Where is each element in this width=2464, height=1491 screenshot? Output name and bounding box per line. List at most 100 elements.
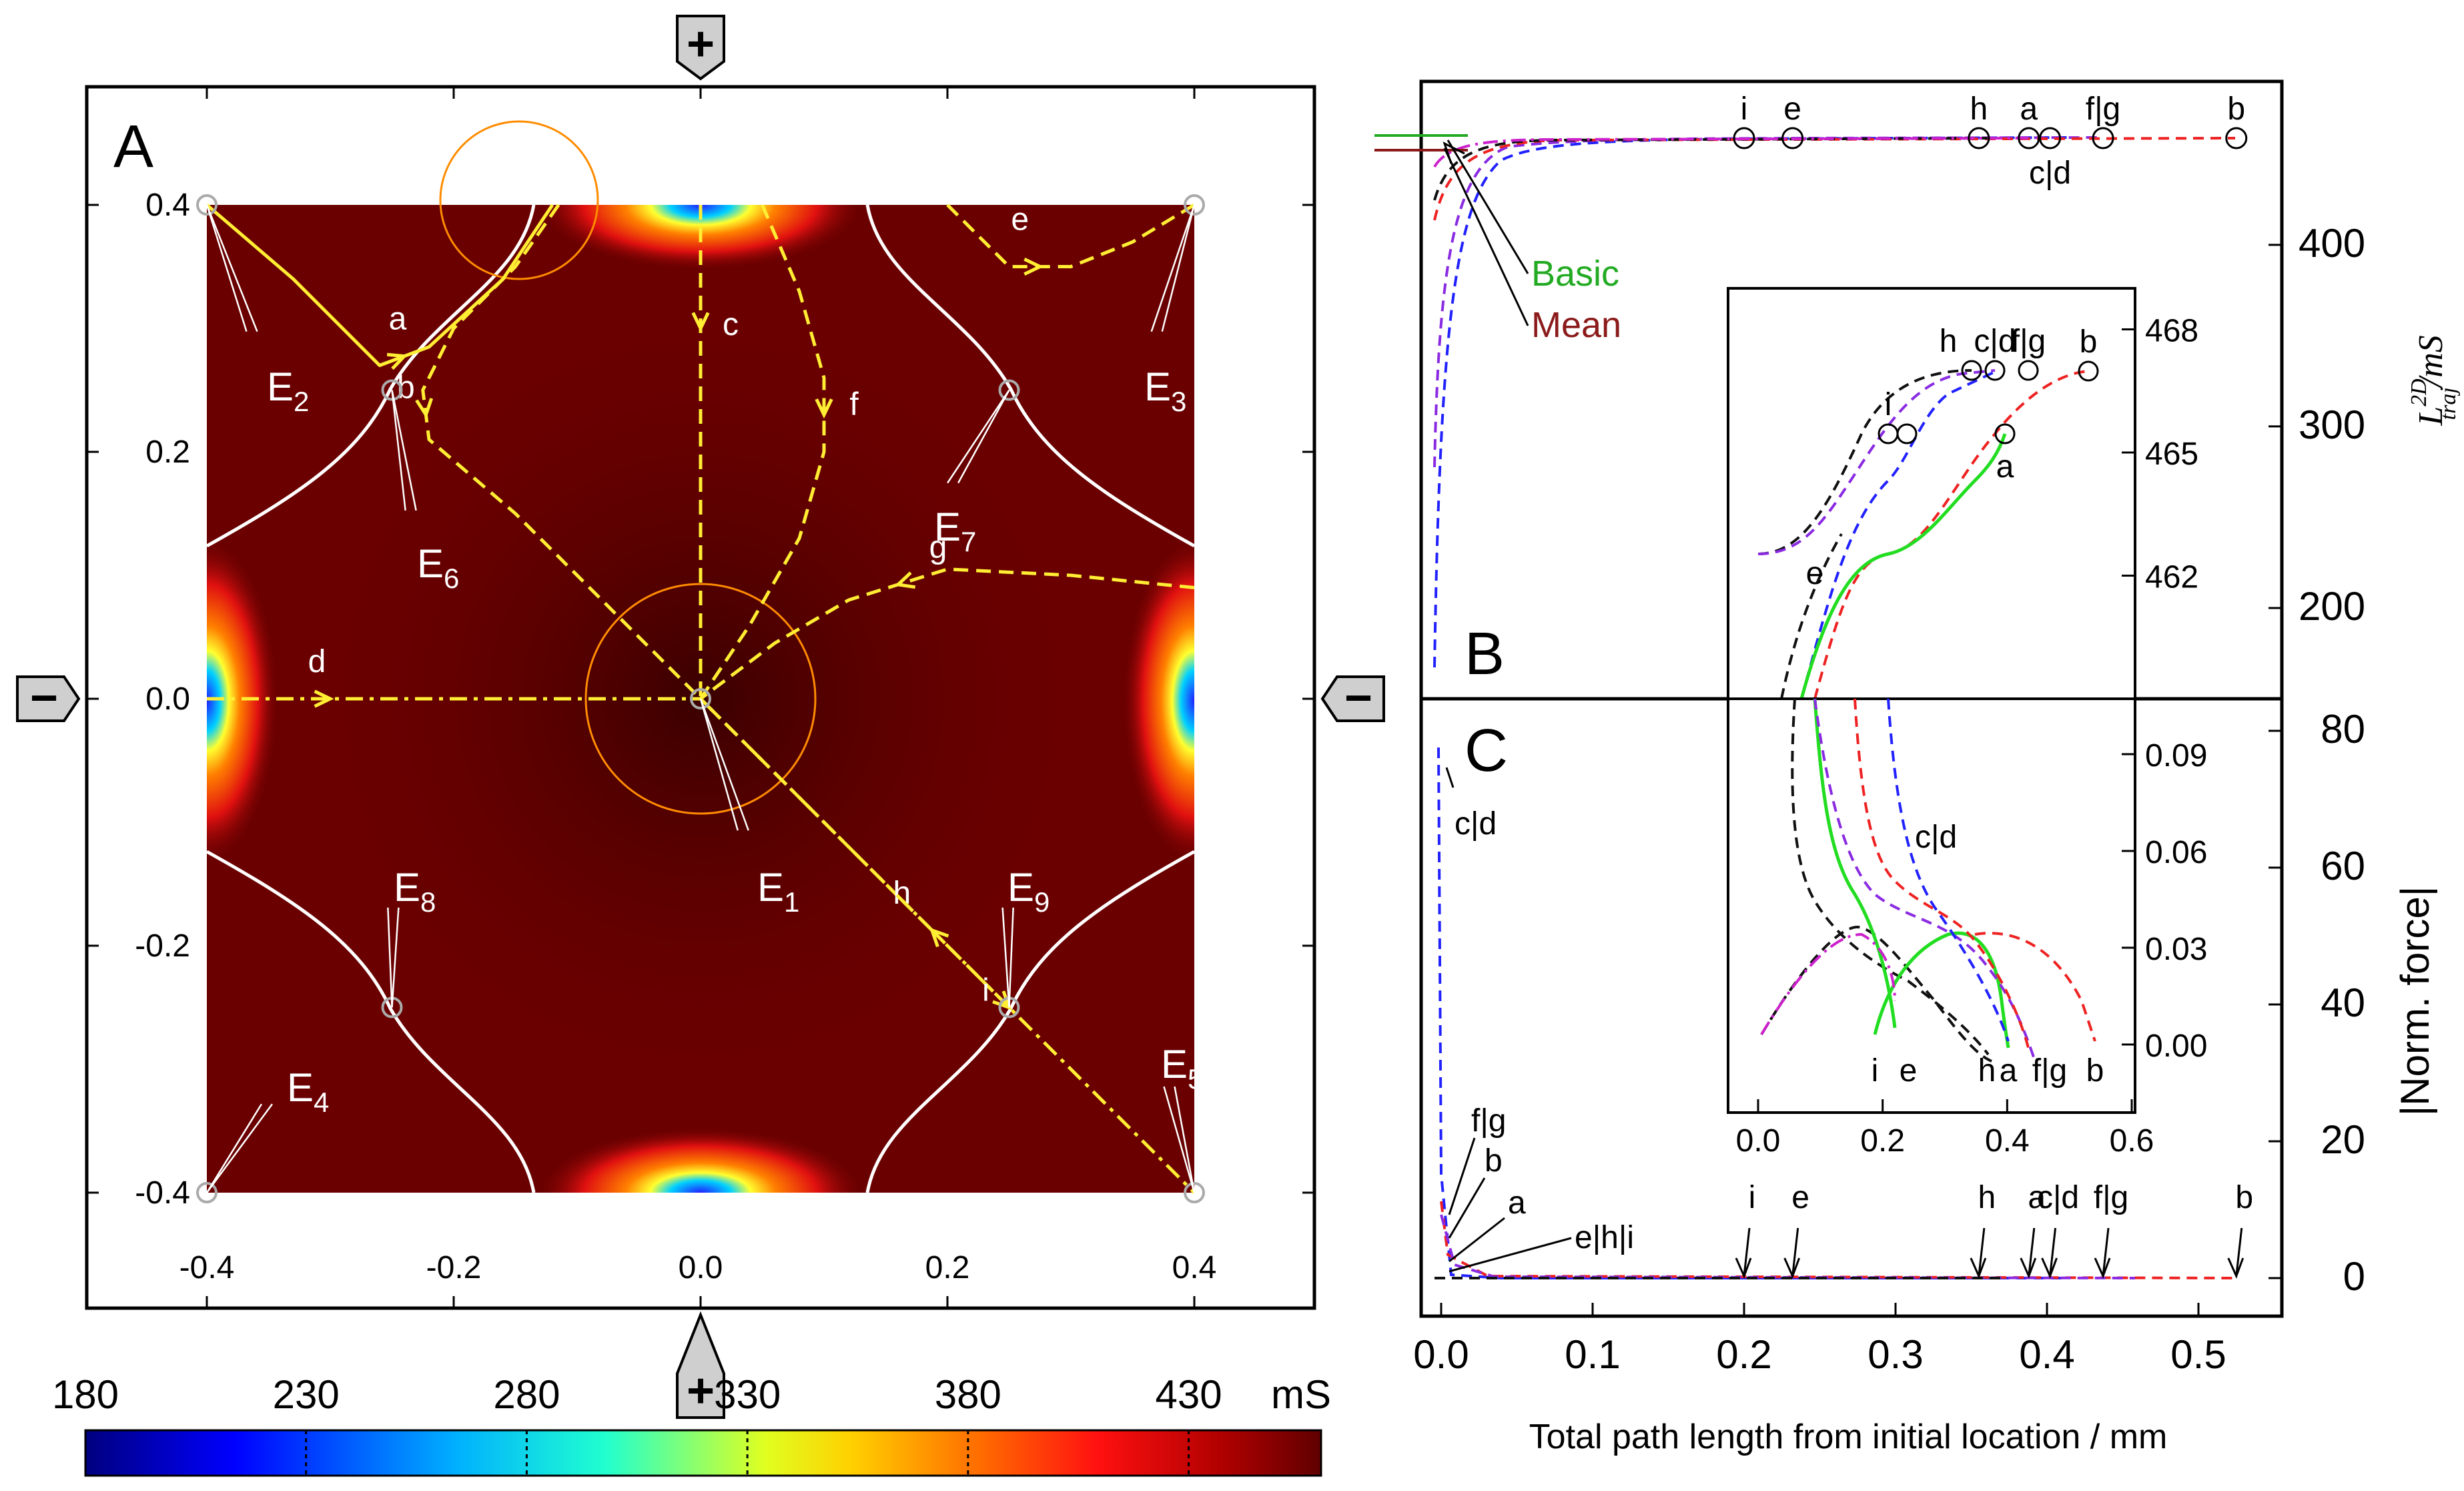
trajectory-label-e: e: [1011, 202, 1029, 238]
panel-b-inset-endpoints: i h c|df|g b a e: [1806, 324, 2099, 591]
panel-c-letter: C: [1465, 717, 1508, 784]
equilibrium-marker-7: [998, 379, 1020, 401]
panel-c-x-axis: 0.0 0.1 0.2 0.3 0.4 0.5: [1413, 1303, 2226, 1377]
legend-basic: Basic: [1531, 254, 1619, 294]
separatrix-top-right: [865, 204, 1196, 548]
colorbar-gradient: [84, 1429, 1322, 1477]
equilibrium-pointer-3-b: [1161, 204, 1196, 332]
panel-b-endpoint-label-e: e: [1783, 91, 1801, 127]
inset-b-curve-blue: [1800, 370, 1996, 699]
c-label-ehi: e|h|i: [1575, 1220, 1634, 1255]
panel-c-arrow-line-c|d: [2049, 1227, 2057, 1277]
inset-c-label-cd: c|d: [1915, 820, 1957, 855]
inset-c-xtick-label: 0.2: [1860, 1123, 1905, 1159]
panel-c-ytick-label: 20: [2321, 1117, 2365, 1162]
colorbar-tick-label: 330: [714, 1372, 781, 1417]
panel-c-ytick-label: 80: [2321, 707, 2365, 752]
equilibrium-marker-3: [1184, 194, 1205, 216]
trajectory-label-g: g: [929, 530, 947, 565]
orange-circle-top: [439, 120, 599, 280]
panel-b-endpoint-label-b: b: [2227, 91, 2245, 127]
trajectory-label-d: d: [308, 644, 326, 679]
trajectory-e: [946, 203, 1196, 268]
panel-c-arrow-label-c|d: c|d: [2037, 1180, 2079, 1215]
inset-c-curve-green: [1813, 698, 1897, 1028]
inset-b-endpoint-marker-i-2: [1896, 423, 1918, 444]
panel-b-endpoint-label-h: h: [1970, 91, 1988, 127]
trajectory-arrow-f: [815, 398, 833, 419]
inset-c-curve-purple: [1813, 698, 2036, 1062]
equilibrium-label-sub: 8: [420, 886, 436, 918]
c-start-pointers: [1448, 1137, 1572, 1273]
panel-b-endpoint-marker-f|g: [2092, 127, 2114, 150]
inset-c-endpoint-label-a: a: [2000, 1053, 2018, 1089]
panel-c-arrow-head-c|d: [2041, 1257, 2058, 1279]
panel-b-ylabel-sup: 2D: [2407, 378, 2431, 406]
equilibrium-label-sub: 7: [961, 526, 976, 557]
inset-c-xtick-label: 0.6: [2110, 1123, 2154, 1159]
panel-b-ylabel: L2D traj/mS: [2407, 335, 2461, 426]
inset-c-curve-red-2: [1974, 932, 2096, 1042]
equilibrium-label-sub: 1: [784, 886, 799, 918]
colorbar-tick-label: 280: [493, 1372, 560, 1417]
panel-a-xtick-label: 0.2: [925, 1250, 970, 1285]
inset-b-endpoint-label-b: b: [2080, 324, 2098, 360]
equilibrium-pointer-6-b: [391, 390, 417, 511]
electrode-right: −: [1320, 671, 1385, 725]
equilibrium-pointer-5-b: [1174, 1086, 1196, 1193]
equilibrium-pointer-1-a: [699, 698, 739, 831]
inset-c-curve-black-2: [1760, 926, 1992, 1063]
panel-b-curve-red: [1433, 137, 2236, 221]
inset-c-curve-magenta: [1760, 932, 1896, 1036]
panel-c-ylabel: |Norm. force|: [2393, 886, 2437, 1117]
inset-b-curve-red: [1813, 370, 2089, 699]
panel-c-xtick-label: 0.5: [2170, 1332, 2226, 1377]
inset-b-ytick-label: 468: [2145, 314, 2198, 349]
panel-b-endpoint-marker-a: [2018, 127, 2040, 150]
equilibrium-label-7: E7: [934, 505, 976, 557]
separatrix-top-left: [206, 204, 536, 548]
panel-b-endpoint-label-c|d: c|d: [2029, 156, 2071, 191]
colorbar-tick-label: 230: [273, 1372, 340, 1417]
panel-a-ytick-label: 0.2: [145, 434, 190, 470]
trajectory-arrow-e: [1023, 257, 1044, 276]
trajectory-arrow-c: [691, 312, 710, 332]
equilibrium-pointer-2-b: [206, 204, 258, 332]
trajectory-arrow-b: [415, 398, 434, 419]
inset-b-curve-black-2: [1780, 533, 1843, 699]
inset-b-endpoint-marker-h: [1961, 360, 1982, 381]
panel-c-endpoint-arrows: i e h ac|d f|g b: [1735, 1180, 2253, 1279]
equilibrium-label-letter: E: [287, 1065, 314, 1110]
equilibrium-label-3: E3: [1144, 364, 1186, 417]
panel-c-inset-endpoint-labels: i e h a f|g b: [1872, 1053, 2104, 1089]
inset-b-curve-black: [1757, 369, 1972, 555]
inset-b-endpoint-label-i: i: [1885, 387, 1892, 422]
equilibrium-label-6: E6: [417, 541, 459, 594]
panel-b-letter: B: [1465, 621, 1505, 687]
electrode-left-sign: −: [30, 671, 58, 725]
orange-circle-center: [584, 583, 817, 815]
panel-c-ytick-label: 40: [2321, 980, 2365, 1025]
equilibrium-pointer-7-b: [957, 389, 1010, 484]
panel-c-ytick-label: 60: [2321, 844, 2365, 888]
panel-a-ticks: -0.4 -0.2 0.0 0.2 0.4 0.4 0.2 0.0 -0.2 -0.4: [87, 87, 1314, 1308]
inset-b-endpoint-marker-f|g: [2018, 360, 2039, 381]
trajectory-arrow-d: [314, 689, 334, 708]
panel-c-arrow-label-a: a: [2028, 1180, 2046, 1215]
panel-b-right-axis: 200 300 400: [2269, 221, 2365, 629]
equilibrium-label-5: E5: [1161, 1042, 1203, 1095]
equilibrium-label-sub: 4: [314, 1087, 329, 1118]
panel-b-ytick-label: 200: [2299, 584, 2365, 629]
inset-c-xtick-label: 0.4: [1985, 1123, 2030, 1159]
panel-c-xtick-label: 0.2: [1716, 1332, 1771, 1377]
panel-b-curve-blue: [1433, 136, 2069, 668]
inset-c-curve-red: [1854, 698, 2030, 1049]
trajectory-f: [699, 204, 826, 700]
legend-pointer-basic: [1447, 139, 1529, 274]
panel-c-inset-axis: 0.09 0.06 0.03 0.00 0.0 0.2 0.4 0.6: [1736, 738, 2208, 1159]
inset-b-curve-purple: [1757, 369, 1996, 555]
colorbar-tick-label: 430: [1156, 1372, 1222, 1417]
